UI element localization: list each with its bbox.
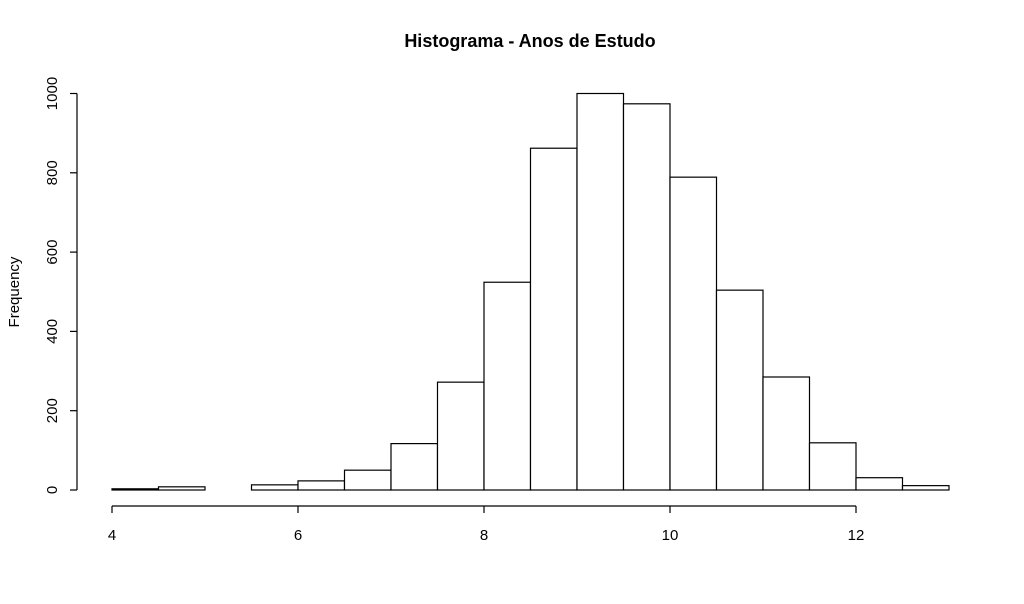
histogram-bar-7 bbox=[436, 381, 485, 491]
histogram-bar-16 bbox=[855, 477, 904, 491]
y-tick-label: 0 bbox=[44, 486, 61, 494]
y-axis: 0 200 400 600 800 1000 bbox=[44, 77, 78, 494]
histogram-bars bbox=[111, 92, 950, 491]
histogram-bar-5 bbox=[343, 469, 392, 491]
x-tick-label: 4 bbox=[108, 527, 116, 544]
y-axis-label: Frequency bbox=[6, 256, 23, 327]
y-tick-label: 1000 bbox=[44, 77, 61, 110]
y-tick-label: 800 bbox=[44, 160, 61, 185]
histogram-bar-11 bbox=[622, 103, 671, 491]
y-tick-label: 600 bbox=[44, 240, 61, 265]
histogram-bar-13 bbox=[715, 289, 764, 491]
x-axis: 4 6 8 10 12 bbox=[108, 505, 865, 544]
histogram-bar-6 bbox=[390, 443, 439, 491]
y-tick-label: 200 bbox=[44, 398, 61, 423]
histogram-bar-14 bbox=[762, 376, 811, 491]
chart-title: Histograma - Anos de Estudo bbox=[404, 31, 655, 51]
histogram-bar-4 bbox=[297, 480, 346, 491]
histogram-bar-1 bbox=[157, 486, 206, 491]
x-tick-label: 8 bbox=[480, 527, 488, 544]
histogram-bar-3 bbox=[250, 484, 299, 491]
x-tick-label: 6 bbox=[294, 527, 302, 544]
histogram-bar-17 bbox=[901, 485, 950, 491]
histogram-bar-0 bbox=[111, 488, 160, 491]
histogram-bar-12 bbox=[669, 176, 718, 491]
histogram-bar-15 bbox=[808, 442, 857, 491]
histogram-bar-10 bbox=[576, 92, 625, 491]
x-tick-label: 12 bbox=[848, 527, 865, 544]
histogram-bar-9 bbox=[529, 147, 578, 491]
x-tick-label: 10 bbox=[662, 527, 679, 544]
y-tick-label: 400 bbox=[44, 319, 61, 344]
histogram-bar-8 bbox=[483, 281, 532, 491]
